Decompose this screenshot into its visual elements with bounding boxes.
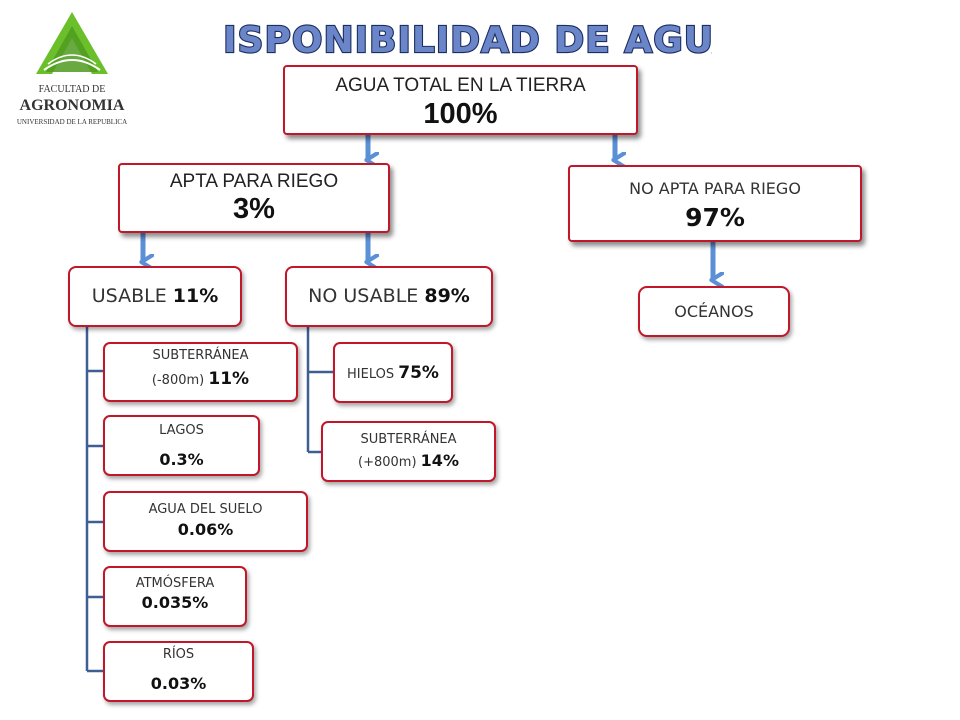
usable-label: USABLE [91, 285, 167, 307]
no-usable-label: NO USABLE [308, 285, 419, 307]
logo-line2: AGRONOMIA [20, 97, 125, 114]
subterranea-usable-box: SUBTERRÁNEA (-800m) 11% [103, 342, 298, 402]
subterranea-no-usable-label: SUBTERRÁNEA [360, 432, 457, 447]
atmosfera-value: 0.035% [141, 593, 209, 612]
logo-line3: UNIVERSIDAD DE LA REPUBLICA [17, 118, 127, 126]
apta-riego-label: APTA PARA RIEGO [169, 171, 339, 192]
hielos-value: 75% [398, 363, 439, 383]
page-title-text: DISPONIBILIDAD DE AGUA [222, 20, 712, 61]
lagos-value: 0.3% [159, 450, 204, 469]
usable-box: USABLE 11% [68, 266, 242, 327]
no-usable-value: 89% [424, 285, 470, 307]
no-usable-box: NO USABLE 89% [285, 266, 493, 327]
atmosfera-box: ATMÓSFERA 0.035% [103, 566, 247, 627]
rios-label: RÍOS [162, 647, 195, 662]
agua-total-label: AGUA TOTAL EN LA TIERRA [335, 75, 586, 96]
lagos-label: LAGOS [159, 423, 204, 438]
subterranea-usable-value: 11% [208, 369, 250, 389]
subterranea-no-usable-detail: (+800m) [358, 455, 417, 470]
apta-riego-value: 3% [233, 193, 275, 225]
subterranea-usable-label: SUBTERRÁNEA [152, 348, 249, 363]
facultad-agronomia-logo: FACULTAD DE AGRONOMIA UNIVERSIDAD DE LA … [17, 12, 127, 126]
rios-box: RÍOS 0.03% [103, 641, 254, 702]
rios-value: 0.03% [150, 674, 207, 693]
hielos-label: HIELOS [347, 367, 395, 382]
apta-riego-box: APTA PARA RIEGO 3% [118, 163, 390, 233]
agua-suelo-label: AGUA DEL SUELO [148, 502, 263, 517]
logo-line1: FACULTAD DE [39, 84, 106, 95]
lagos-box: LAGOS 0.3% [103, 415, 260, 476]
atmosfera-label: ATMÓSFERA [135, 576, 215, 591]
hielos-box: HIELOS 75% [333, 342, 453, 403]
agua-total-box: AGUA TOTAL EN LA TIERRA 100% [283, 65, 638, 135]
agua-suelo-value: 0.06% [177, 520, 234, 539]
agua-suelo-box: AGUA DEL SUELO 0.06% [103, 491, 308, 552]
oceanos-label: OCÉANOS [674, 302, 754, 321]
subterranea-no-usable-value: 14% [420, 451, 459, 470]
no-apta-riego-value: 97% [685, 203, 745, 232]
subterranea-usable-detail: (-800m) [151, 373, 205, 388]
no-apta-riego-label: NO APTA PARA RIEGO [629, 179, 801, 198]
agua-total-value: 100% [423, 98, 498, 130]
subterranea-no-usable-box: SUBTERRÁNEA (+800m) 14% [321, 421, 496, 482]
no-apta-riego-box: NO APTA PARA RIEGO 97% [568, 165, 862, 242]
oceanos-box: OCÉANOS [638, 286, 790, 337]
usable-value: 11% [172, 285, 219, 307]
page-title: DISPONIBILIDAD DE AGUA [222, 19, 712, 62]
